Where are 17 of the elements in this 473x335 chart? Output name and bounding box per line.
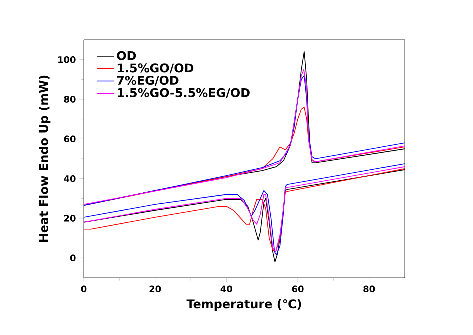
legend-label: 1.5%GO/OD	[118, 64, 194, 74]
y-axis-title: Heat Flow Endo Up (mW)	[39, 76, 51, 242]
y-tick-label: 0	[70, 254, 76, 262]
x-tick-label: 20	[150, 286, 162, 293]
legend-label: OD	[117, 51, 136, 60]
y-tick-label: 20	[64, 215, 76, 222]
legend-label: 7%EG/OD	[117, 76, 179, 86]
legend-label: 1.5%GO-5.5%EG/OD	[118, 88, 250, 98]
x-axis-title: Temperature (℃)	[186, 299, 302, 311]
x-tick-label: 0	[81, 286, 87, 293]
x-tick-label: 60	[292, 286, 304, 293]
y-tick-label: 80	[64, 96, 76, 103]
x-tick-label: 80	[364, 286, 376, 293]
y-tick-label: 40	[64, 175, 76, 182]
x-tick-label: 40	[220, 286, 232, 293]
y-tick-label: 100	[58, 56, 76, 64]
y-tick-label: 60	[64, 136, 76, 143]
